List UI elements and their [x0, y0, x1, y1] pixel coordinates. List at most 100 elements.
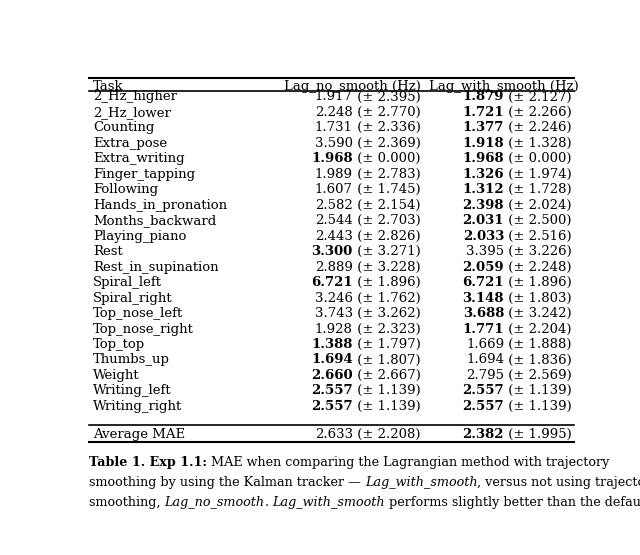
Text: (± 2.395): (± 2.395) — [353, 90, 420, 103]
Text: 1.694: 1.694 — [466, 354, 504, 366]
Text: 2.660: 2.660 — [311, 369, 353, 382]
Text: 2.557: 2.557 — [463, 400, 504, 413]
Text: Extra_writing: Extra_writing — [93, 153, 184, 165]
Text: (± 2.208): (± 2.208) — [353, 428, 420, 441]
Text: (± 1.836): (± 1.836) — [504, 354, 572, 366]
Text: 2.382: 2.382 — [463, 428, 504, 441]
Text: (± 2.516): (± 2.516) — [504, 230, 572, 243]
Text: Writing_right: Writing_right — [93, 400, 182, 413]
Text: (± 3.228): (± 3.228) — [353, 261, 420, 274]
Text: (± 2.127): (± 2.127) — [504, 90, 572, 103]
Text: 2.795: 2.795 — [466, 369, 504, 382]
Text: (± 1.807): (± 1.807) — [353, 354, 420, 366]
Text: (± 1.803): (± 1.803) — [504, 291, 572, 305]
Text: smoothing by using the Kalman tracker —: smoothing by using the Kalman tracker — — [89, 476, 365, 489]
Text: Playing_piano: Playing_piano — [93, 230, 186, 243]
Text: 1.917: 1.917 — [315, 90, 353, 103]
Text: 1.928: 1.928 — [315, 322, 353, 336]
Text: (± 2.667): (± 2.667) — [353, 369, 420, 382]
Text: Rest: Rest — [93, 245, 123, 258]
Text: 1.377: 1.377 — [463, 122, 504, 134]
Text: 3.148: 3.148 — [463, 291, 504, 305]
Text: (± 1.762): (± 1.762) — [353, 291, 420, 305]
Text: Counting: Counting — [93, 122, 154, 134]
Text: (± 3.271): (± 3.271) — [353, 245, 420, 258]
Text: (± 2.248): (± 2.248) — [504, 261, 572, 274]
Text: Following: Following — [93, 183, 158, 196]
Text: 3.395: 3.395 — [466, 245, 504, 258]
Text: 1.312: 1.312 — [463, 183, 504, 196]
Text: Weight: Weight — [93, 369, 140, 382]
Text: (± 2.204): (± 2.204) — [504, 322, 572, 336]
Text: Table 1. Exp 1.1:: Table 1. Exp 1.1: — [89, 456, 207, 468]
Text: Rest_in_supination: Rest_in_supination — [93, 261, 218, 274]
Text: Spiral_left: Spiral_left — [93, 276, 162, 289]
Text: (± 1.328): (± 1.328) — [504, 137, 572, 150]
Text: (± 2.826): (± 2.826) — [353, 230, 420, 243]
Text: (± 2.703): (± 2.703) — [353, 214, 420, 227]
Text: (± 1.896): (± 1.896) — [504, 276, 572, 289]
Text: (± 1.139): (± 1.139) — [504, 400, 572, 413]
Text: 1.694: 1.694 — [311, 354, 353, 366]
Text: (± 2.336): (± 2.336) — [353, 122, 420, 134]
Text: (± 1.139): (± 1.139) — [353, 385, 420, 397]
Text: Spiral_right: Spiral_right — [93, 291, 173, 305]
Text: Task: Task — [93, 80, 124, 93]
Text: (± 2.154): (± 2.154) — [353, 199, 420, 212]
Text: Lag_no_smooth (Hz): Lag_no_smooth (Hz) — [284, 80, 421, 93]
Text: Lag_with_smooth: Lag_with_smooth — [365, 476, 477, 489]
Text: 1.669: 1.669 — [466, 338, 504, 351]
Text: 1.388: 1.388 — [312, 338, 353, 351]
Text: 6.721: 6.721 — [311, 276, 353, 289]
Text: Months_backward: Months_backward — [93, 214, 216, 227]
Text: 3.590: 3.590 — [315, 137, 353, 150]
Text: 2_Hz_higher: 2_Hz_higher — [93, 90, 177, 103]
Text: (± 2.266): (± 2.266) — [504, 106, 572, 119]
Text: Lag_with_smooth (Hz): Lag_with_smooth (Hz) — [429, 80, 579, 93]
Text: 2_Hz_lower: 2_Hz_lower — [93, 106, 171, 119]
Text: (± 1.139): (± 1.139) — [353, 400, 420, 413]
Text: (± 2.323): (± 2.323) — [353, 322, 420, 336]
Text: 2.398: 2.398 — [463, 199, 504, 212]
Text: 2.633: 2.633 — [315, 428, 353, 441]
Text: (± 2.369): (± 2.369) — [353, 137, 420, 150]
Text: (± 1.139): (± 1.139) — [504, 385, 572, 397]
Text: (± 0.000): (± 0.000) — [504, 153, 572, 165]
Text: 1.607: 1.607 — [315, 183, 353, 196]
Text: 2.557: 2.557 — [311, 385, 353, 397]
Text: (± 3.242): (± 3.242) — [504, 307, 572, 320]
Text: (± 0.000): (± 0.000) — [353, 153, 420, 165]
Text: 6.721: 6.721 — [463, 276, 504, 289]
Text: 3.743: 3.743 — [315, 307, 353, 320]
Text: performs slightly better than the default: performs slightly better than the defaul… — [385, 496, 640, 509]
Text: Finger_tapping: Finger_tapping — [93, 168, 195, 181]
Text: 2.033: 2.033 — [463, 230, 504, 243]
Text: (± 2.783): (± 2.783) — [353, 168, 420, 181]
Text: 1.721: 1.721 — [463, 106, 504, 119]
Text: 2.582: 2.582 — [315, 199, 353, 212]
Text: (± 1.728): (± 1.728) — [504, 183, 572, 196]
Text: (± 3.262): (± 3.262) — [353, 307, 420, 320]
Text: MAE when comparing the Lagrangian method with trajectory: MAE when comparing the Lagrangian method… — [207, 456, 609, 468]
Text: 3.246: 3.246 — [315, 291, 353, 305]
Text: 1.771: 1.771 — [463, 322, 504, 336]
Text: Hands_in_pronation: Hands_in_pronation — [93, 199, 227, 212]
Text: (± 3.226): (± 3.226) — [504, 245, 572, 258]
Text: 2.059: 2.059 — [463, 261, 504, 274]
Text: Extra_pose: Extra_pose — [93, 137, 167, 150]
Text: 2.889: 2.889 — [315, 261, 353, 274]
Text: 1.989: 1.989 — [315, 168, 353, 181]
Text: 2.557: 2.557 — [311, 400, 353, 413]
Text: , versus not using trajectory: , versus not using trajectory — [477, 476, 640, 489]
Text: 2.443: 2.443 — [315, 230, 353, 243]
Text: (± 2.024): (± 2.024) — [504, 199, 572, 212]
Text: 3.300: 3.300 — [312, 245, 353, 258]
Text: Lag_with_smooth: Lag_with_smooth — [273, 496, 385, 509]
Text: Writing_left: Writing_left — [93, 385, 172, 397]
Text: Top_nose_left: Top_nose_left — [93, 307, 183, 320]
Text: Average MAE: Average MAE — [93, 428, 185, 441]
Text: (± 2.770): (± 2.770) — [353, 106, 420, 119]
Text: 1.968: 1.968 — [463, 153, 504, 165]
Text: (± 1.896): (± 1.896) — [353, 276, 420, 289]
Text: 2.544: 2.544 — [315, 214, 353, 227]
